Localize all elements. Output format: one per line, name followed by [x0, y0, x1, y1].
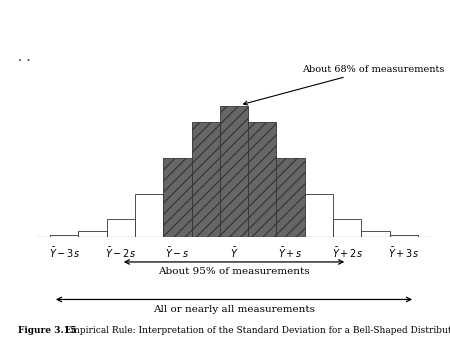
Text: All or nearly all measurements: All or nearly all measurements [153, 305, 315, 314]
Bar [248, 122, 276, 237]
Bar [361, 231, 390, 237]
Text: $\bar{Y} + s$: $\bar{Y} + s$ [278, 246, 303, 260]
Bar [78, 231, 107, 237]
Bar [220, 106, 248, 237]
Bar [50, 235, 78, 237]
Text: About 68% of measurements: About 68% of measurements [243, 65, 444, 105]
Text: $\bar{Y}$: $\bar{Y}$ [230, 246, 238, 260]
Bar [305, 194, 333, 237]
Text: Empirical Rule: Interpretation of the Standard Deviation for a Bell-Shaped Distr: Empirical Rule: Interpretation of the St… [56, 325, 450, 335]
Text: About 95% of measurements: About 95% of measurements [158, 267, 310, 276]
Text: •  •: • • [18, 57, 31, 65]
Text: $\bar{Y} + 3s$: $\bar{Y} + 3s$ [388, 246, 419, 260]
Text: $\bar{Y} + 2s$: $\bar{Y} + 2s$ [332, 246, 363, 260]
Bar [135, 194, 163, 237]
Bar [107, 219, 135, 237]
Bar [163, 158, 192, 237]
Text: Figure 3.15: Figure 3.15 [18, 325, 76, 335]
Bar [192, 122, 220, 237]
Bar [276, 158, 305, 237]
Text: $\bar{Y} - s$: $\bar{Y} - s$ [165, 246, 190, 260]
Text: $\bar{Y} - 3s$: $\bar{Y} - 3s$ [49, 246, 80, 260]
Text: $\bar{Y} - 2s$: $\bar{Y} - 2s$ [105, 246, 136, 260]
Bar [390, 235, 418, 237]
Bar [333, 219, 361, 237]
